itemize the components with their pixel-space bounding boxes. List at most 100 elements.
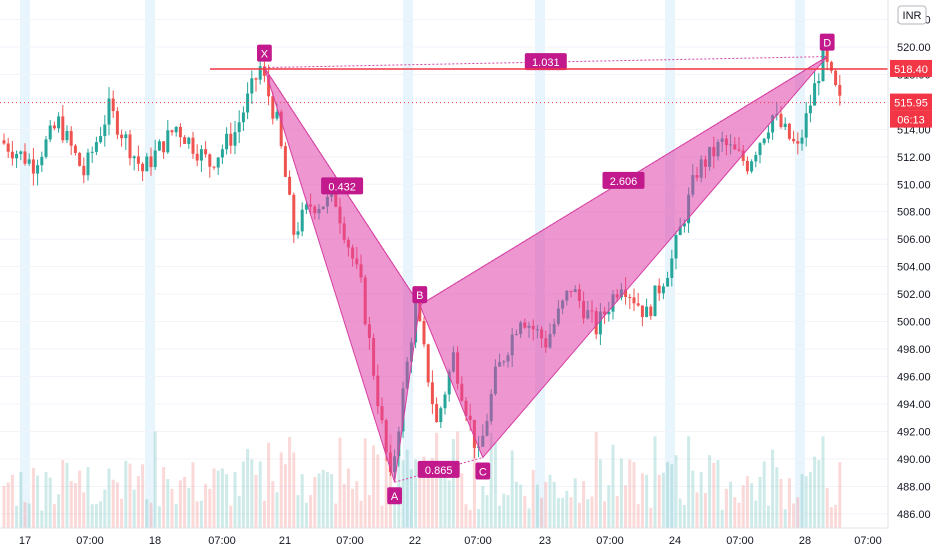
pattern-point-x-bg — [257, 44, 272, 62]
pattern-point-b-bg — [412, 286, 428, 304]
volume-bar — [363, 438, 367, 528]
volume-bar — [632, 462, 636, 528]
volume-bar — [792, 503, 796, 528]
currency-label: INR — [903, 10, 922, 22]
volume-bar — [195, 501, 199, 528]
pattern-point-x: X — [257, 44, 272, 62]
volume-bar — [678, 498, 682, 528]
volume-bar — [804, 476, 808, 528]
candle-body — [821, 46, 825, 82]
y-tick-label: 486.00 — [897, 509, 931, 521]
volume-bar — [535, 484, 539, 528]
volume-bar — [220, 468, 224, 528]
volume-bar — [687, 436, 691, 528]
pattern-point-c-text: C — [479, 467, 487, 479]
candle-body — [422, 321, 426, 345]
volume-bar — [607, 485, 611, 528]
volume-bar — [65, 462, 69, 528]
candle-body — [645, 306, 649, 318]
x-axis[interactable]: 17 07:00 18 07:00 21 07:00 22 07:00 23 07:00 24 07:… — [0, 527, 888, 547]
volume-bar — [771, 449, 775, 528]
x-tick-label: 07:00 — [726, 535, 754, 547]
volume-bar — [103, 489, 107, 528]
volume-bar — [241, 461, 245, 528]
volume-bar — [73, 483, 77, 528]
volume-bar — [292, 452, 296, 528]
y-tick-label: 492.00 — [897, 426, 931, 438]
y-tick-label: 488.00 — [897, 481, 931, 493]
volume-bar — [729, 481, 733, 528]
volume-bar — [149, 502, 153, 528]
volume-bar — [162, 467, 166, 528]
candle-body — [149, 156, 153, 168]
y-tick-label: 502.00 — [897, 289, 931, 301]
candle-body — [607, 311, 611, 315]
volume-bar — [355, 481, 359, 528]
volume-bar — [120, 498, 124, 528]
candle-body — [813, 83, 817, 106]
candle-body — [682, 223, 686, 227]
candle-body — [52, 125, 56, 129]
candle-body — [653, 285, 657, 317]
candle-body — [199, 149, 203, 161]
ratio-label-xb: 0.432 — [321, 177, 364, 195]
session-band — [145, 0, 155, 528]
ratio-line-bd — [419, 56, 828, 306]
harmonic-pattern[interactable]: X A B C D 0.432 0.865 2.606 1.031 — [257, 33, 835, 505]
volume-bar — [178, 480, 182, 528]
candle-body — [128, 134, 132, 159]
y-axis[interactable]: 486.00 488.00 490.00 492.00 494.00 496.00 498.… — [887, 0, 931, 528]
candle-body — [783, 123, 787, 128]
volume-bar — [817, 460, 821, 528]
y-tick-label: 520.00 — [897, 42, 931, 54]
candle-body — [792, 138, 796, 142]
volume-bar — [99, 501, 103, 528]
volume-bar — [397, 439, 401, 528]
candle-body — [426, 344, 430, 383]
price-badge-last: 515.95 — [890, 93, 932, 111]
candle-body — [31, 159, 35, 174]
volume-bar — [766, 505, 770, 528]
volume-bar — [317, 473, 321, 528]
volume-bar — [611, 444, 615, 528]
volume-bar — [262, 500, 266, 528]
pattern-triangle-bcd — [419, 56, 828, 459]
volume-bar — [23, 502, 27, 528]
volume-bar — [183, 476, 187, 528]
candle-body — [124, 134, 128, 139]
candle-body — [183, 137, 187, 144]
volume-bar — [94, 504, 98, 528]
volume-bar — [716, 460, 720, 528]
candle-body — [288, 176, 292, 195]
candle-body — [204, 149, 208, 155]
volume-bar — [661, 472, 665, 528]
currency-badge-bg — [897, 5, 927, 25]
candle-body — [187, 137, 191, 144]
candle-body — [216, 157, 220, 168]
ratio-label-ac-bg — [417, 460, 460, 478]
volume-bar — [737, 502, 741, 528]
volume-bar — [166, 479, 170, 528]
pattern-point-b-text: B — [416, 290, 423, 302]
volume-bar — [485, 495, 489, 528]
pattern-point-c: C — [475, 462, 491, 480]
volume-bar — [174, 504, 178, 528]
candle-body — [666, 277, 670, 287]
candle-body — [220, 149, 224, 158]
candle-body — [19, 151, 23, 154]
pattern-point-c-bg — [475, 462, 491, 480]
candle-body — [296, 231, 300, 235]
candle-body — [90, 151, 94, 153]
price-badge-last-bg — [890, 93, 932, 111]
pattern-point-d: D — [819, 33, 835, 51]
candle-body — [94, 142, 98, 152]
x-tick-label: 22 — [409, 535, 421, 547]
pattern-point-a: A — [387, 487, 402, 505]
volume-bar — [556, 497, 560, 528]
volume-bar — [418, 473, 422, 528]
volume-bar — [409, 469, 413, 528]
volume-bar — [10, 474, 14, 528]
volume-bar — [808, 472, 812, 528]
volume-bar — [296, 495, 300, 528]
